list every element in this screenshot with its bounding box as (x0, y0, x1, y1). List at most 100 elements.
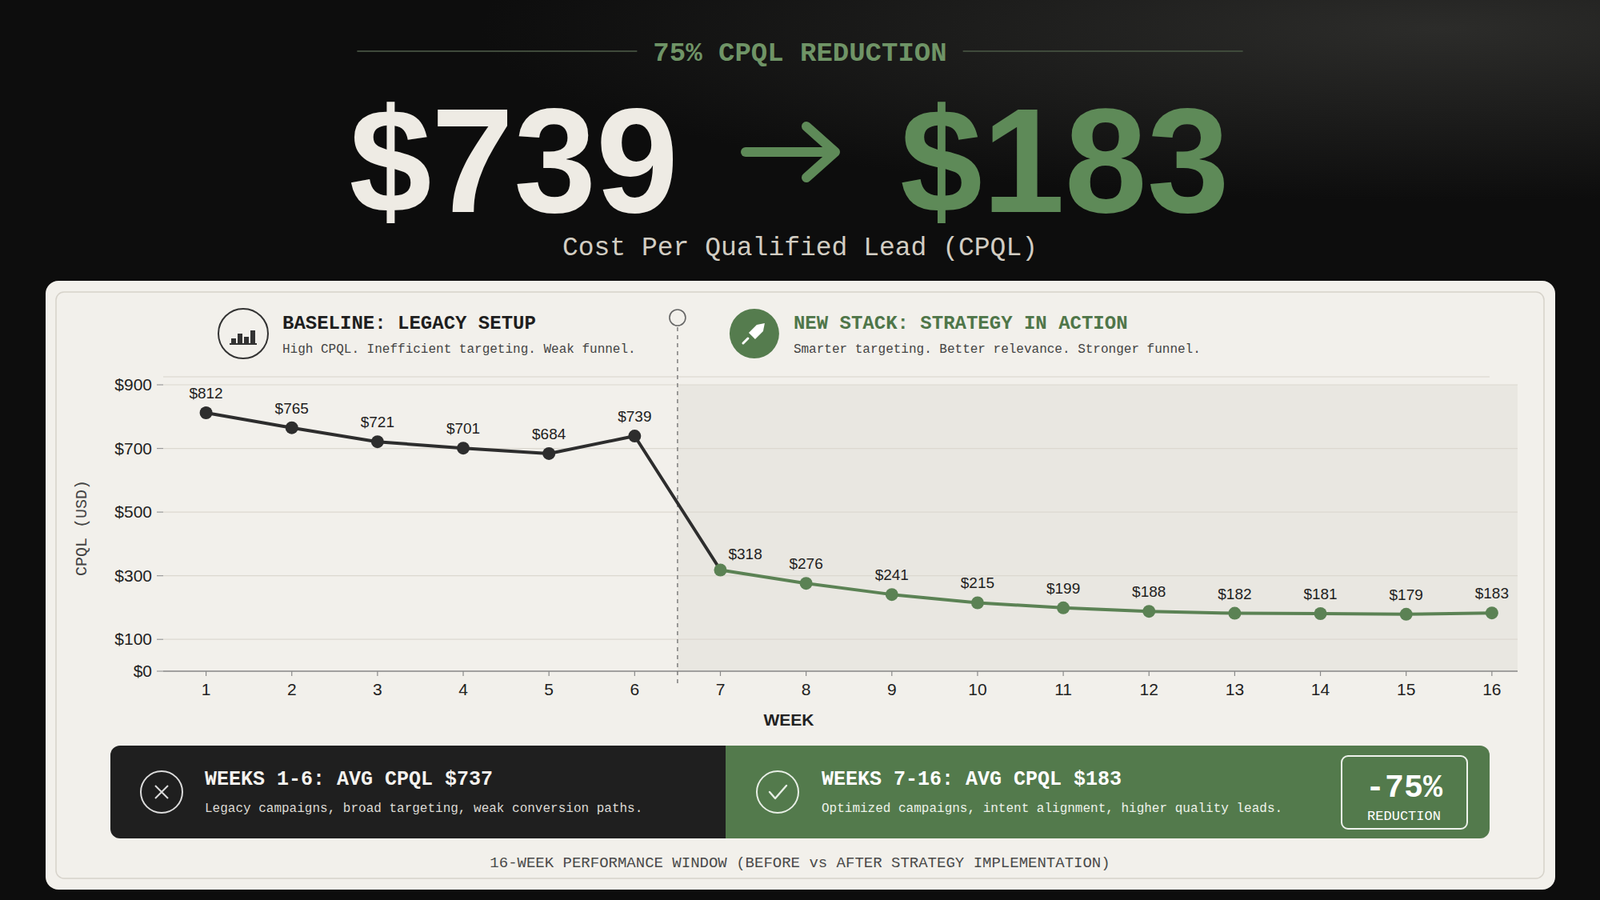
panel-subtitle: Smarter targeting. Better relevance. Str… (793, 342, 1201, 357)
x-tick-label: 11 (1054, 680, 1072, 699)
x-icon-cross (155, 785, 168, 799)
point (1228, 607, 1241, 620)
x-tick (462, 671, 464, 676)
y-tick-label: $100 (114, 629, 152, 648)
y-tick (156, 448, 164, 449)
data-label: $812 (188, 384, 223, 402)
summary-text: Optimized campaigns, intent alignment, h… (821, 801, 1283, 816)
x-tick (205, 671, 207, 676)
y-tick-label: $900 (114, 375, 152, 394)
x-tick-label: 5 (544, 680, 554, 699)
header-rule (163, 376, 1490, 377)
big-before: $739 (348, 78, 679, 244)
footer: 16-WEEK PERFORMANCE WINDOW (BEFORE vs AF… (489, 854, 1110, 872)
data-label: $183 (1475, 584, 1509, 602)
x-axis (163, 670, 1518, 672)
panel-subtitle: High CPQL. Inefficient targeting. Weak f… (282, 342, 636, 357)
data-label: $276 (788, 555, 823, 572)
baseline-icon-bar (231, 338, 236, 344)
x-tick-label: 7 (716, 680, 726, 699)
grid-line (163, 448, 1518, 449)
line-segment (634, 436, 720, 570)
x-tick-label: 14 (1311, 680, 1331, 699)
divider-knob (669, 309, 686, 326)
summary-after (725, 745, 1490, 839)
x-tick-label: 1 (201, 680, 212, 699)
line-segment (1063, 608, 1149, 612)
point (885, 588, 899, 601)
x-tick (1062, 671, 1064, 676)
page: {"header": {"kicker": "75% CPQL REDUCTIO… (0, 0, 1600, 900)
background (0, 0, 1600, 900)
data-label: $765 (275, 400, 309, 417)
point (1056, 601, 1070, 615)
point (285, 421, 299, 435)
data-label: $739 (617, 408, 652, 425)
series-group (200, 406, 1499, 621)
kicker-rule (963, 50, 1244, 52)
data-label: $199 (1046, 580, 1080, 597)
kicker: 75% CPQL REDUCTION (652, 38, 947, 69)
summary-text: Legacy campaigns, broad targeting, weak … (204, 801, 643, 816)
data-label: $684 (532, 425, 567, 443)
x-tick-label: 9 (887, 680, 897, 699)
point (1485, 606, 1499, 620)
big-arrow-head (806, 126, 836, 178)
x-tick-label: 4 (458, 680, 468, 699)
summary-title: WEEKS 7-16: AVG CPQL $183 (821, 768, 1122, 792)
point (1314, 607, 1328, 620)
x-tick (291, 671, 292, 676)
summary-before (110, 745, 744, 839)
data-label: $188 (1132, 583, 1166, 600)
x-tick-label: 15 (1396, 680, 1416, 699)
check-icon (756, 771, 799, 813)
y-tick-label: $0 (133, 661, 152, 680)
kicker-rule (356, 50, 637, 52)
badge-label: REDUCTION (1367, 808, 1441, 824)
summary-title: WEEKS 1-6: AVG CPQL $737 (204, 768, 493, 792)
data-label: $241 (875, 566, 909, 584)
baseline-icon-bar (237, 333, 243, 344)
grid-line (163, 512, 1518, 513)
baseline-icon-bar (250, 330, 256, 344)
big-arrow (745, 147, 832, 157)
x-tick-label: 16 (1482, 680, 1501, 699)
line-segment (977, 602, 1064, 608)
big-after: $183 (900, 78, 1230, 244)
line-segment (1320, 612, 1407, 616)
point (628, 429, 641, 443)
card (45, 280, 1556, 890)
y-axis-title: CPQL (USD) (72, 480, 92, 576)
point (1142, 604, 1156, 618)
check-icon-mark (769, 785, 787, 799)
y-tick (156, 384, 164, 385)
card-border (56, 292, 1544, 879)
point (456, 441, 470, 455)
panel-title: NEW STACK: STRATEGY IN ACTION (793, 312, 1128, 335)
x-tick (548, 671, 550, 676)
x-tick (976, 671, 978, 676)
x-tick-label: 8 (801, 680, 812, 699)
data-label: $181 (1303, 585, 1337, 603)
point (542, 447, 556, 460)
x-tick-label: 2 (287, 680, 297, 699)
x-tick (1320, 671, 1321, 676)
baseline-icon (218, 308, 268, 359)
x-tick-label: 3 (372, 680, 383, 699)
line-segment (1148, 611, 1235, 613)
point (713, 564, 727, 577)
x-tick (1234, 671, 1236, 676)
badge-value: -75% (1365, 770, 1444, 807)
baseline-icon-bar (244, 336, 249, 344)
data-label: $182 (1217, 585, 1252, 603)
x-tick-label: 6 (629, 680, 640, 699)
x-tick (805, 671, 807, 676)
grid-line (163, 639, 1518, 640)
point (971, 596, 984, 609)
x-tick (891, 671, 892, 676)
line-segment (377, 441, 464, 448)
caption: Cost Per Qualified Lead (CPQL) (562, 233, 1038, 264)
grid-line (163, 384, 1518, 385)
background-glow (0, 0, 1600, 288)
line-segment (1234, 612, 1320, 616)
